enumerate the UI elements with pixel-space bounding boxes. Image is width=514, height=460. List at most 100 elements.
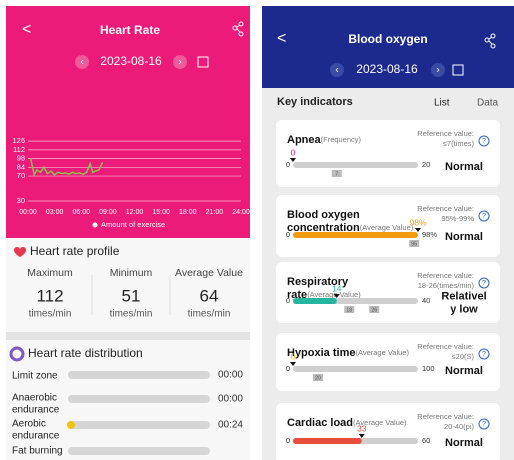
zone-label: endurance — [12, 431, 60, 442]
scale-max: 40 — [422, 296, 430, 305]
status: Relativel — [441, 290, 486, 302]
zone-time: 00:00 — [218, 394, 243, 405]
scale-max: 20 — [422, 160, 430, 169]
value-label: 0 — [291, 351, 296, 361]
next-icon: › — [436, 65, 439, 76]
tab-data[interactable]: Data — [477, 98, 499, 109]
card — [276, 262, 500, 323]
x-tick-label: 18:00 — [179, 209, 197, 216]
zone-bar — [68, 395, 210, 403]
y-tick-label: 30 — [17, 196, 25, 205]
scale-max: 100 — [422, 364, 435, 373]
back[interactable]: < — [22, 21, 31, 38]
status: Normal — [445, 231, 483, 243]
heart-rate-line — [29, 158, 104, 177]
reference: ≤20(S) — [452, 352, 475, 361]
next-day[interactable] — [431, 63, 445, 77]
tag-label: 26 — [371, 307, 377, 313]
y-tick-label: 84 — [17, 162, 25, 171]
card — [276, 195, 500, 257]
stat-unit: times/min — [188, 309, 231, 320]
legend: Amount of exercise — [101, 220, 165, 229]
y-tick-label: 98 — [17, 154, 25, 163]
tag-label: 20 — [315, 375, 321, 381]
status: y low — [450, 303, 478, 315]
stats: Maximum 112 times/min Minimum 51 times/min Ave… — [27, 267, 243, 320]
card-qualifier: (Average Value) — [355, 348, 409, 357]
scale-max: 60 — [422, 436, 430, 445]
y-tick-label: 70 — [17, 171, 25, 180]
calendar[interactable] — [197, 56, 209, 68]
x-tick-label: 21:00 — [206, 209, 224, 216]
value-label: 98% — [409, 217, 426, 227]
zone-label: Fat burning — [12, 446, 63, 457]
x-tick-label: 09:00 — [99, 209, 117, 216]
divider — [6, 332, 250, 340]
legend-dot — [92, 222, 98, 228]
track — [293, 366, 418, 372]
distribution: Limit zone 00:00Anaerobicendurance00:00Ae… — [12, 370, 243, 457]
reference: ≤7(times) — [443, 139, 475, 148]
card-name: Cardiac load(Average Value) — [287, 417, 407, 429]
help[interactable] — [478, 418, 490, 430]
prev-icon: ‹ — [80, 57, 83, 68]
bo-header-bg — [262, 6, 514, 88]
help[interactable] — [478, 210, 490, 222]
value-label: 0 — [291, 147, 296, 157]
stat-unit: times/min — [29, 309, 72, 320]
stat-label: Maximum — [27, 267, 73, 279]
heart-icon — [14, 247, 26, 257]
prev-day[interactable] — [330, 63, 344, 77]
scale-min: 0 — [286, 296, 290, 305]
reference: 18-26(times/min) — [418, 281, 475, 290]
zone-dot — [67, 421, 75, 429]
share[interactable] — [232, 21, 244, 37]
tag — [344, 306, 355, 313]
card-qualifier: (Frequency) — [321, 135, 362, 144]
stat-label: Average Value — [175, 267, 243, 279]
marker — [415, 228, 421, 232]
value-label: 33 — [357, 423, 367, 433]
profile-title: Heart rate profile — [30, 244, 120, 258]
card-name: Respiratory — [287, 276, 349, 288]
next-day[interactable] — [173, 55, 187, 69]
help[interactable] — [478, 135, 490, 147]
tag — [331, 170, 342, 177]
value-bar — [293, 298, 337, 304]
tag-label: 18 — [346, 307, 352, 313]
zone-label: Aerobic — [12, 419, 46, 430]
distribution-title: Heart rate distribution — [28, 346, 143, 360]
help-mark: ? — [482, 421, 486, 428]
back[interactable]: < — [277, 30, 286, 47]
zone-label: endurance — [12, 405, 60, 416]
y-tick-label: 112 — [13, 145, 25, 154]
zone-label: Limit zone — [12, 371, 58, 382]
scale-min: 0 — [286, 160, 290, 169]
help-mark: ? — [482, 280, 486, 287]
value-bar — [293, 438, 362, 444]
stat-label: Minimum — [110, 267, 153, 279]
reference: Reference value: — [417, 129, 474, 138]
marker — [290, 158, 296, 162]
reference: 20-40(pi) — [444, 422, 475, 431]
zone-bar — [68, 421, 210, 429]
calendar[interactable] — [452, 64, 464, 76]
scale-max: 98% — [422, 230, 437, 239]
tab-list[interactable]: List — [434, 98, 450, 109]
help[interactable] — [478, 348, 490, 360]
help[interactable] — [478, 277, 490, 289]
title: Heart Rate — [100, 23, 160, 37]
zone-time: 00:24 — [218, 420, 243, 431]
share[interactable] — [484, 33, 496, 49]
tag — [409, 240, 420, 247]
x-tick-label: 12:00 — [126, 209, 144, 216]
zone-bar — [68, 371, 210, 379]
cards: Apnea(Frequency)Reference value:≤7(times… — [276, 120, 500, 460]
zone-bar — [68, 447, 210, 455]
zone-time: 00:00 — [218, 370, 243, 381]
card-qualifier: (Average Value) — [353, 418, 407, 427]
prev-day[interactable] — [75, 55, 89, 69]
marker — [358, 434, 365, 438]
card-name: Blood oxygen — [287, 209, 360, 221]
help-mark: ? — [482, 213, 486, 220]
